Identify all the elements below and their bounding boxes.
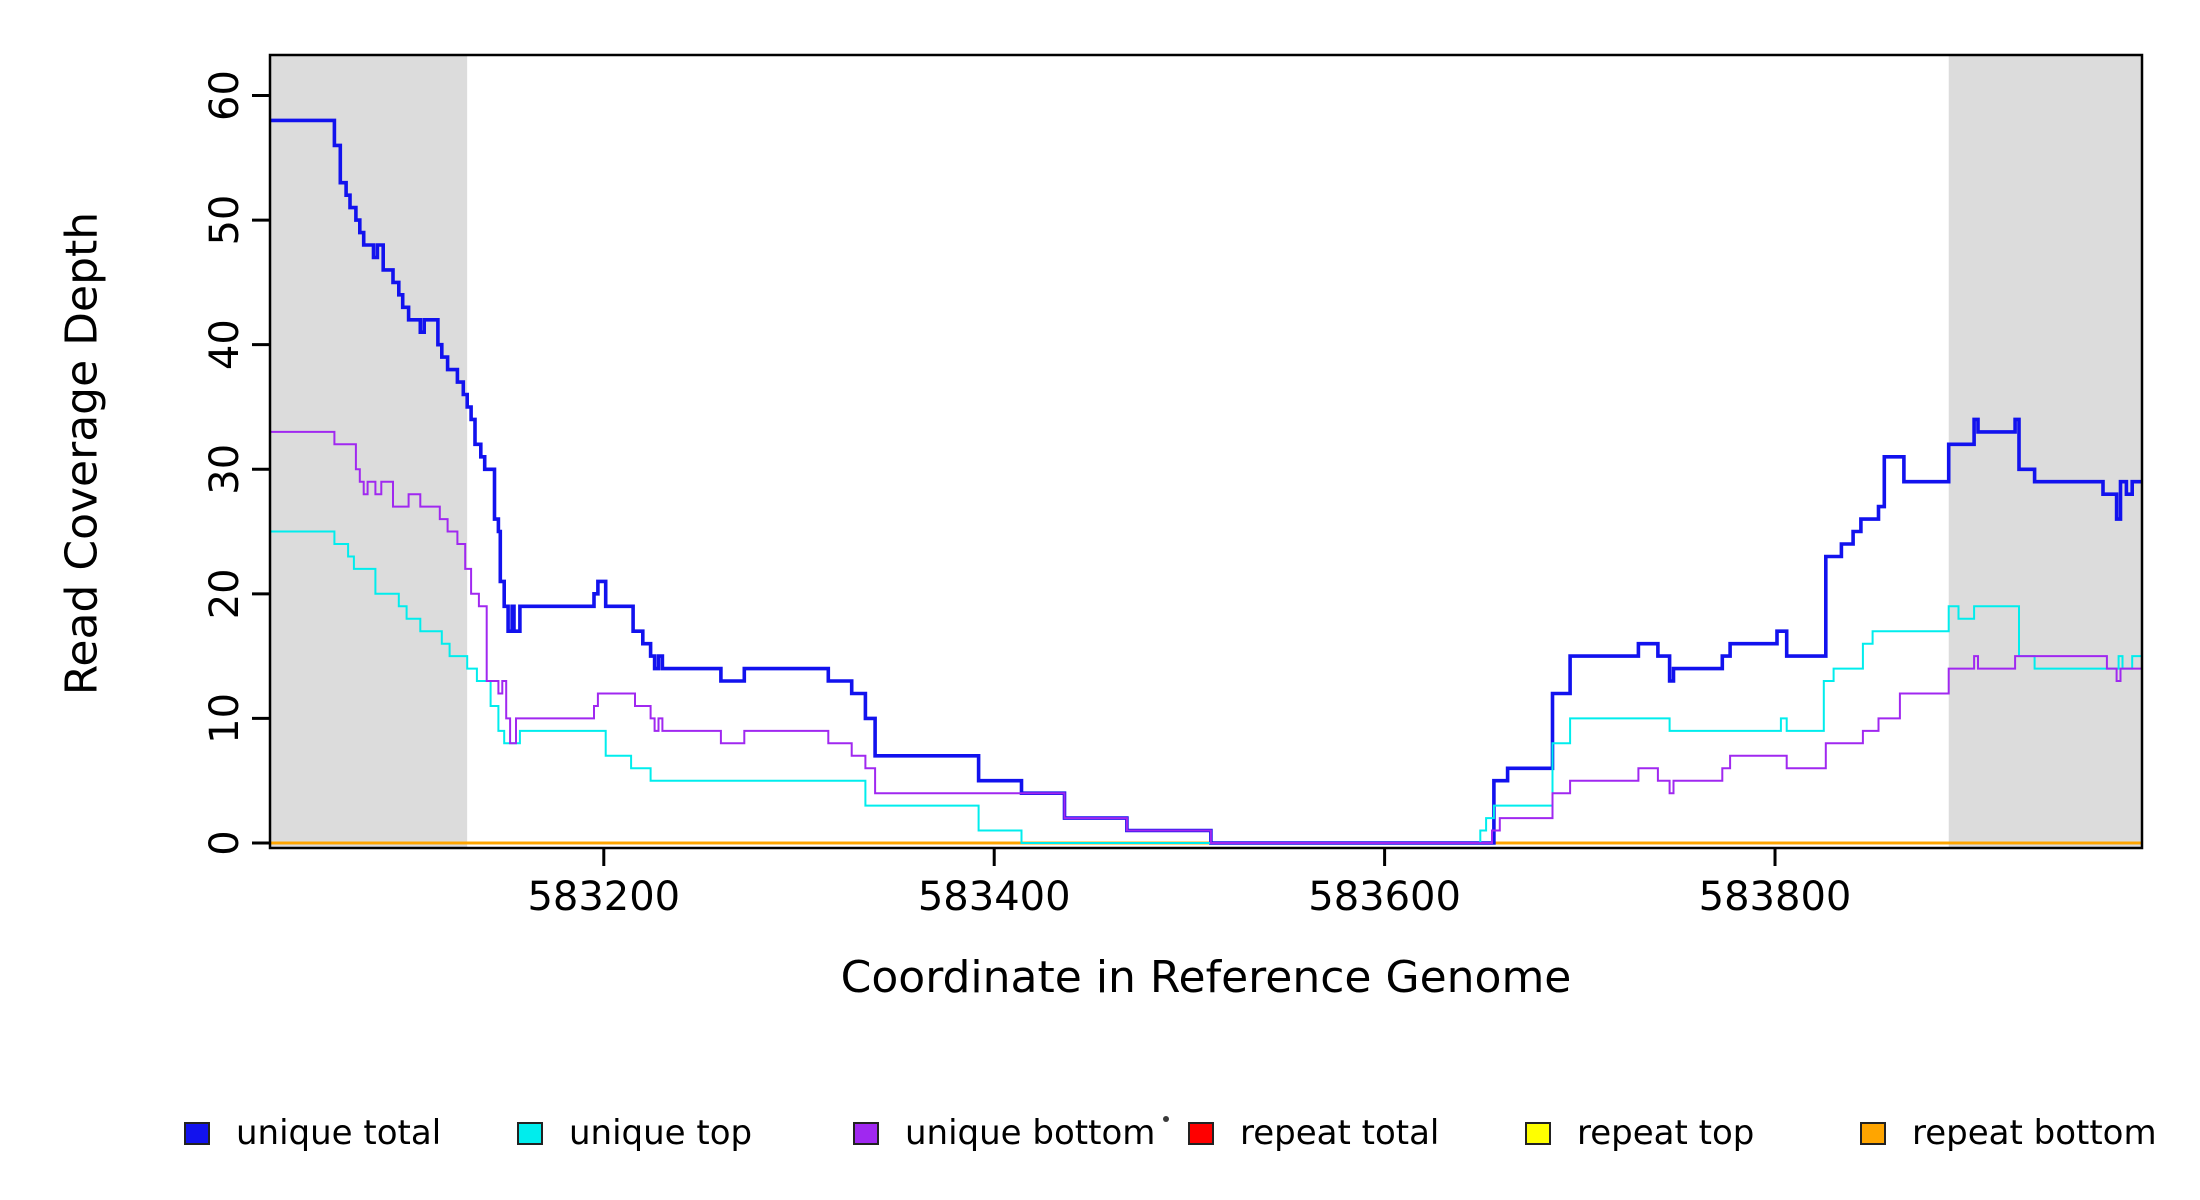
- y-tick-label: 20: [202, 568, 248, 619]
- y-tick-label: 50: [202, 195, 248, 246]
- x-tick-label: 583800: [1699, 874, 1852, 920]
- y-tick-label: 60: [202, 70, 248, 121]
- x-tick-label: 583400: [918, 874, 1071, 920]
- plot-box: [268, 53, 2144, 850]
- y-tick-label: 10: [202, 693, 248, 744]
- series-unique-total: [270, 118, 2142, 845]
- x-tick-label: 583200: [527, 874, 680, 920]
- series-unique-bottom: [270, 430, 2142, 844]
- highlight-band: [270, 55, 468, 848]
- series-unique-top: [270, 530, 2142, 844]
- y-tick-label: 30: [202, 444, 248, 495]
- x-axis-title: Coordinate in Reference Genome: [840, 952, 1572, 1003]
- x-tick-label: 583600: [1308, 874, 1461, 920]
- y-axis-title: Read Coverage Depth: [56, 211, 108, 696]
- y-tick-label: 40: [202, 319, 248, 370]
- y-tick-label: 0: [202, 830, 248, 855]
- highlight-band: [1948, 55, 2142, 848]
